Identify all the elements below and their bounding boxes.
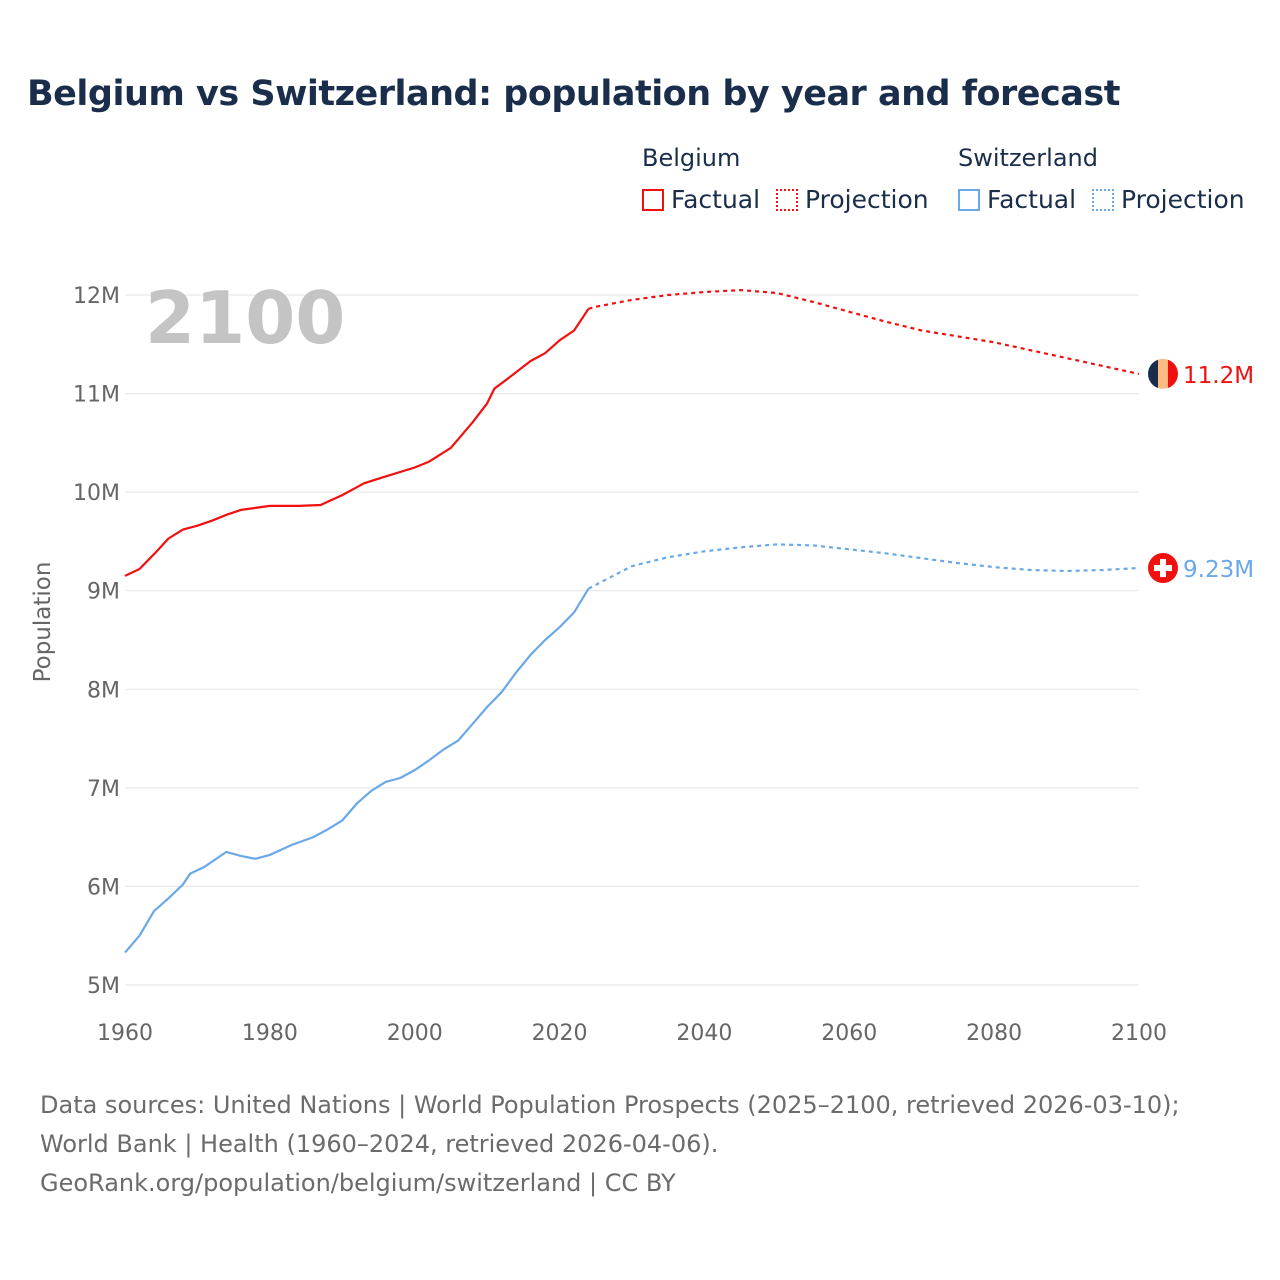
y-tick-label: 7M [87, 777, 120, 802]
legend-label: Projection [1121, 185, 1245, 214]
switzerland-flag-icon [1148, 553, 1178, 584]
y-tick-label: 8M [87, 678, 120, 703]
y-tick-label: 6M [87, 875, 120, 900]
footer: Data sources: United Nations | World Pop… [40, 1086, 1240, 1203]
y-tick-label: 5M [87, 974, 120, 999]
y-tick-label: 9M [87, 580, 120, 605]
plot-area: 5M 6M 7M 8M 9M 10M 11M 12M 1960 1980 2000 2020 2040 2… [30, 276, 1254, 1046]
legend-switzerland-factual[interactable]: Factual [958, 185, 1076, 214]
y-tick-label: 12M [73, 284, 120, 309]
source-link[interactable]: GeoRank.org/population/belgium/switzerla… [40, 1169, 676, 1197]
x-tick-label: 2000 [387, 1021, 443, 1046]
data-sources: Data sources: United Nations | World Pop… [40, 1091, 1180, 1158]
y-tick-label: 10M [73, 481, 120, 506]
y-axis-label: Population [30, 562, 56, 683]
year-label: 2100 [145, 276, 345, 360]
belgium-end-label: 11.2M [1183, 363, 1254, 389]
legend-switzerland-projection[interactable]: Projection [1092, 185, 1245, 214]
legend-label: Projection [805, 185, 929, 214]
x-tick-label: 2080 [966, 1021, 1022, 1046]
legend-swatch-solid [958, 188, 980, 211]
x-tick-label: 1960 [97, 1021, 153, 1046]
x-tick-label: 2040 [676, 1021, 732, 1046]
x-tick-label: 1980 [242, 1021, 298, 1046]
chart-title: Belgium vs Switzerland: population by ye… [27, 74, 1120, 114]
belgium-flag-icon [1148, 358, 1178, 389]
switzerland-end-label: 9.23M [1183, 557, 1254, 583]
legend-swatch-solid [642, 188, 664, 211]
legend-swatch-dotted [1092, 188, 1114, 211]
legend-group-belgium: Belgium [642, 144, 741, 172]
legend-swatch-dotted [776, 188, 798, 211]
x-tick-label: 2020 [532, 1021, 588, 1046]
legend-label: Factual [671, 185, 761, 214]
x-tick-label: 2060 [821, 1021, 877, 1046]
y-tick-label: 11M [73, 383, 120, 408]
legend-belgium-factual[interactable]: Factual [642, 185, 760, 214]
x-tick-label: 2100 [1111, 1021, 1167, 1046]
belgium-factual-line [124, 308, 590, 577]
legend-group-switzerland: Switzerland [958, 144, 1098, 172]
legend-label: Factual [987, 185, 1077, 214]
belgium-projection-line [588, 288, 1140, 375]
switzerland-projection-line [587, 543, 1140, 590]
legend-belgium-projection[interactable]: Projection [776, 185, 929, 214]
switzerland-factual-line [124, 588, 590, 954]
